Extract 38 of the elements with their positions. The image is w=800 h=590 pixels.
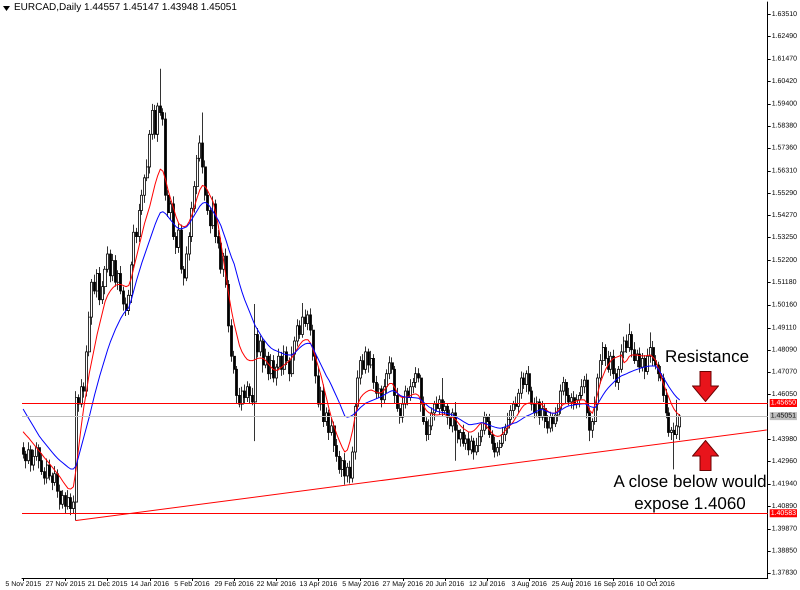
candlestick [525,370,528,393]
candlestick [364,346,367,374]
candlestick [46,458,49,484]
candlestick [246,380,249,402]
candlestick [638,347,641,373]
candlestick [64,492,67,514]
candlestick [367,348,370,373]
candlestick [343,452,346,486]
candlestick [322,384,325,428]
candlestick [109,249,112,283]
candlestick [301,302,304,338]
candlestick [283,344,286,376]
candlestick [549,411,552,433]
candlestick [114,254,117,288]
candlestick [327,409,330,440]
annotation: A close below would expose 1.4060 [613,472,767,513]
candlestick [467,432,470,456]
candlestick [69,492,72,516]
chart-title: EURCAD,Daily 1.44557 1.45147 1.43948 1.45051 [14,2,237,14]
candlestick [241,386,244,412]
candlestick [409,378,412,402]
candlestick [459,428,462,447]
candlestick [248,383,251,404]
candlestick [30,445,33,472]
candlestick [262,337,265,373]
candlestick [441,378,444,416]
candlestick [98,266,101,306]
candlestick [554,407,557,428]
candlestick [472,437,475,460]
candlestick [80,378,83,408]
candlestick [272,354,275,383]
candlestick [454,402,457,462]
candlestick [565,378,568,404]
candlestick [254,304,257,442]
candlestick [462,424,465,447]
annotation: Resistance [664,346,750,368]
candlestick [267,352,270,381]
candlestick [75,390,78,521]
